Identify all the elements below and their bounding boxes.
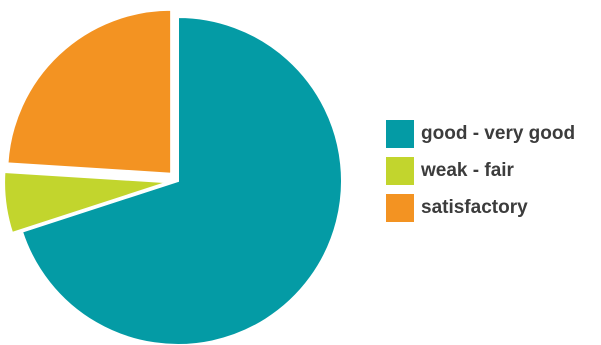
legend-swatch (386, 157, 414, 185)
legend-label: good - very good (421, 123, 576, 144)
legend-label: satisfactory (421, 197, 528, 218)
legend-item-satisfactory: satisfactory (386, 194, 575, 222)
legend-swatch (386, 194, 414, 222)
legend-label: weak - fair (421, 160, 514, 181)
pie-slice-weak-fair (3, 170, 169, 235)
legend-item-good-very-good: good - very good (386, 120, 575, 148)
pie-slice-satisfactory (6, 8, 173, 175)
pie-slices (3, 8, 343, 345)
legend-item-weak-fair: weak - fair (386, 157, 575, 185)
pie-slice-good-very-good (20, 15, 343, 345)
legend-swatch (386, 120, 414, 148)
legend: good - very good weak - fair satisfactor… (386, 120, 575, 231)
